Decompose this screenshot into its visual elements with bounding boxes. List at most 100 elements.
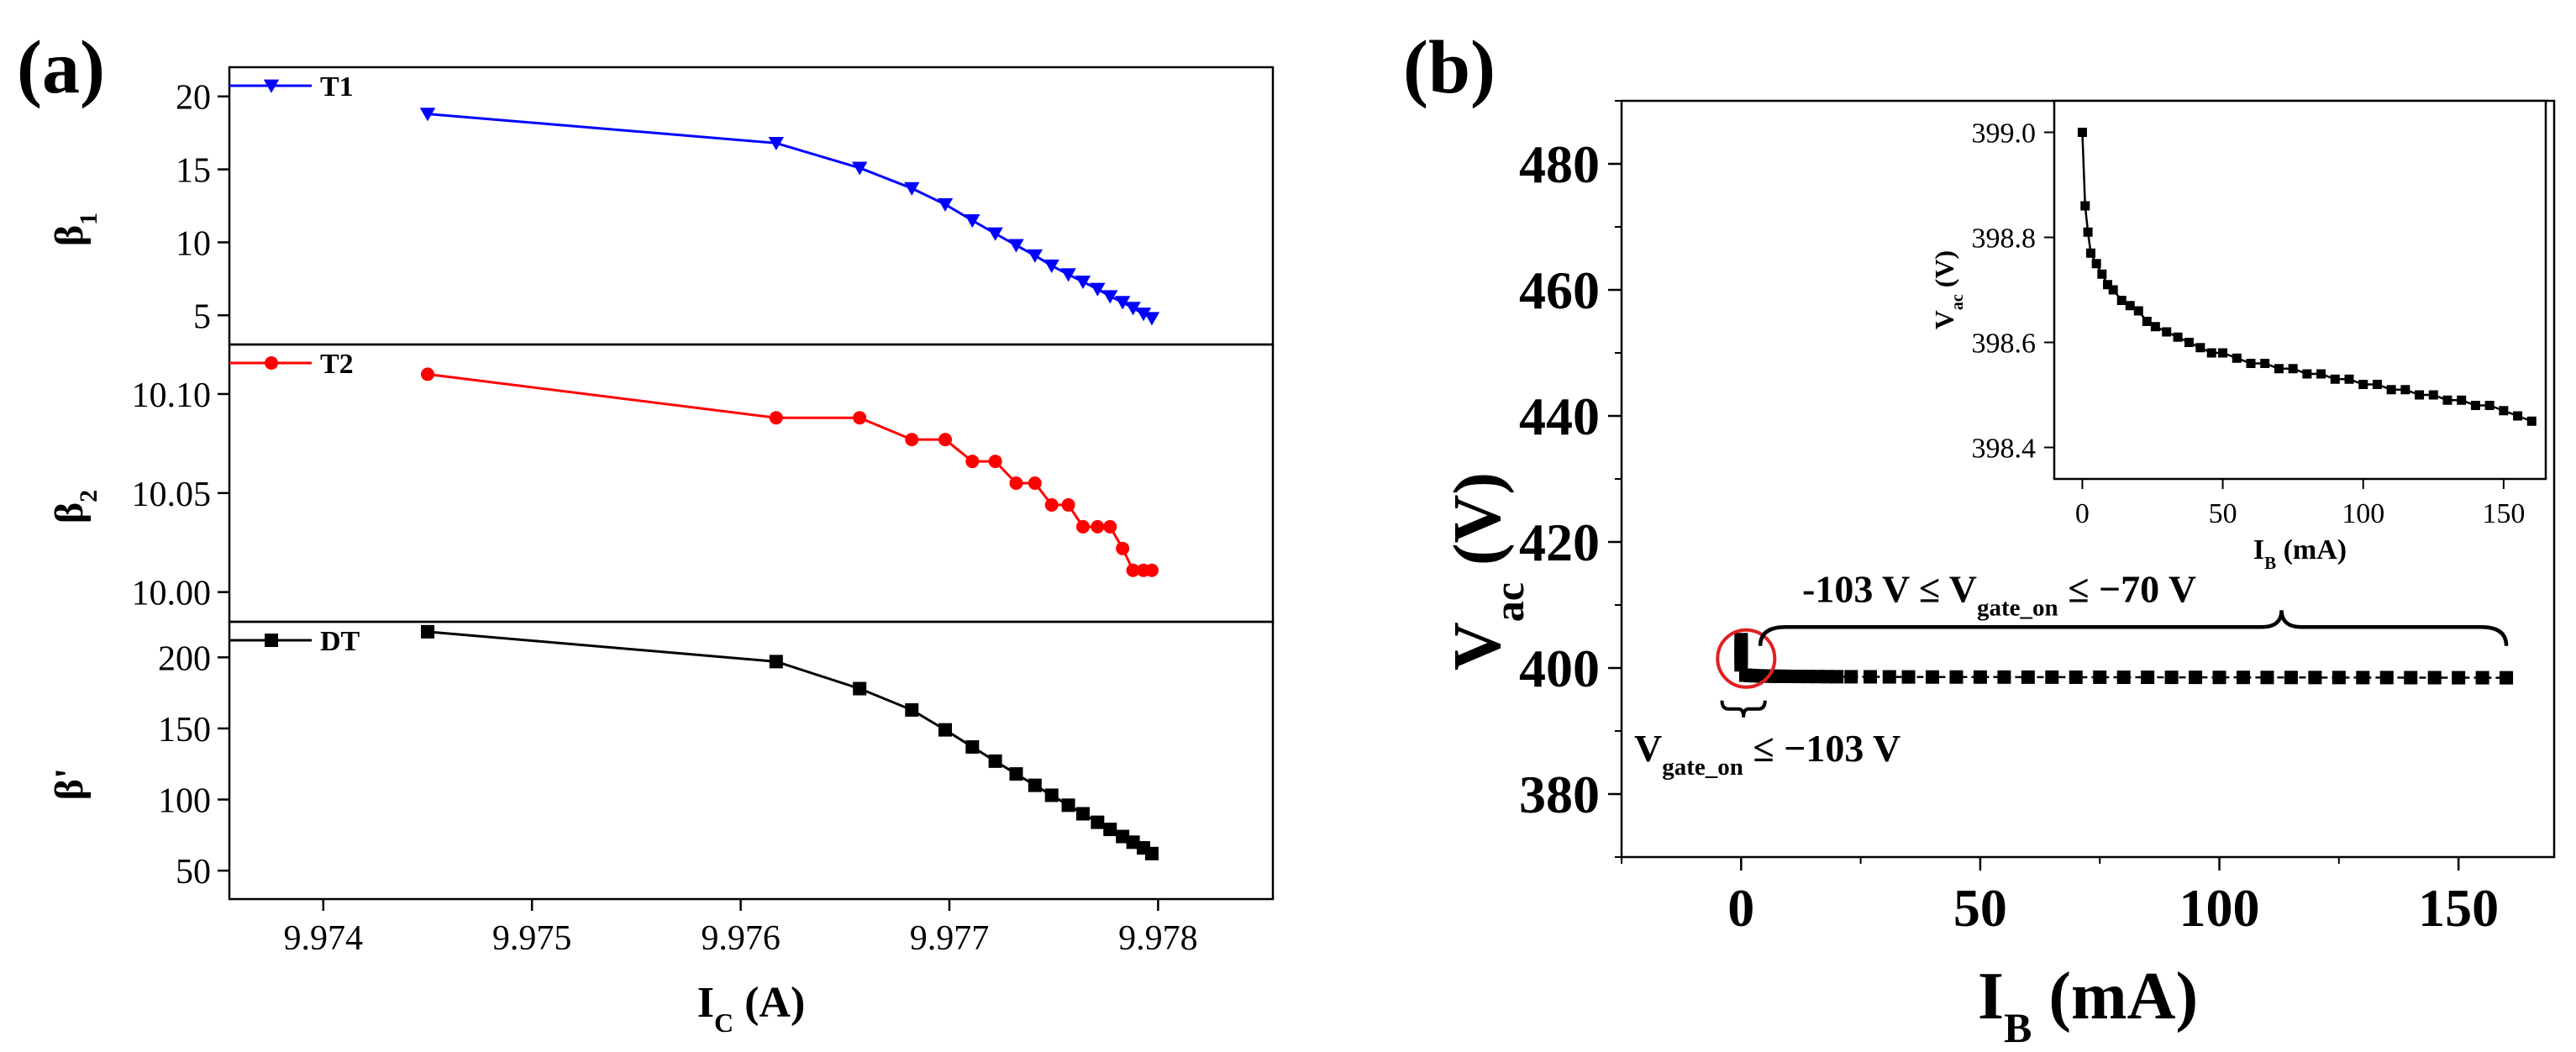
y-axis-label-T1: β1 <box>47 213 103 246</box>
inset-data-point <box>2246 359 2256 368</box>
data-point-T2 <box>1075 519 1090 534</box>
data-point-DT <box>1116 829 1130 844</box>
inset-y-axis-label: Vac (V) <box>1929 250 1967 329</box>
data-point-DT <box>420 624 434 639</box>
data-point-T1 <box>419 108 436 122</box>
data-point-b <box>1997 670 2011 684</box>
data-point-b <box>2045 670 2059 684</box>
data-point-b <box>1973 670 1987 684</box>
inset-data-point <box>2428 390 2438 400</box>
panel-b-inset-chart: 398.4 398.6 398.8 399.0 0 50 100 150 Vac (V) IB (… <box>1929 99 2547 573</box>
inset-y-tick-label: 398.4 <box>1972 434 2037 465</box>
upper-brace <box>1758 610 2509 646</box>
data-point-b <box>2237 671 2250 685</box>
inset-data-point <box>2195 343 2205 353</box>
data-point-DT <box>853 681 867 696</box>
inset-data-point <box>2173 332 2183 342</box>
inset-frame <box>2053 99 2547 481</box>
data-point-DT <box>769 655 783 669</box>
x-tick-label: 9.977 <box>910 919 990 958</box>
y-tick-label-b: 420 <box>1519 513 1600 572</box>
x-tick-label: 9.975 <box>492 919 572 958</box>
y-tick-label-b: 480 <box>1519 134 1600 194</box>
data-point-DT <box>1009 767 1023 781</box>
data-point-b <box>2500 671 2514 685</box>
data-point-b <box>2379 671 2394 685</box>
inset-data-point <box>2470 401 2480 410</box>
data-point-b <box>1949 670 1964 684</box>
inset-data-point <box>2103 280 2113 290</box>
inset-y-tick-label: 399.0 <box>1972 118 2037 150</box>
inset-y-tick-label: 398.8 <box>1972 224 2037 255</box>
data-point-b <box>2069 670 2083 684</box>
y-tick-label-b: 460 <box>1519 260 1600 320</box>
data-point-T2 <box>988 455 1002 469</box>
data-point-T2 <box>1116 541 1130 555</box>
inset-data-point <box>2372 380 2382 389</box>
inset-data-point <box>2108 285 2118 295</box>
data-point-T2 <box>1091 519 1105 534</box>
data-point-T2 <box>1044 497 1059 512</box>
lower-annotation: Vgate_on ≤ −103 V <box>1634 727 1900 781</box>
y-axis-label-b: Vac (V) <box>1441 472 1532 671</box>
inset-x-axis-label: IB (mA) <box>2253 534 2347 573</box>
data-point-b <box>1882 670 1896 684</box>
inset-y-tick-label: 398.6 <box>1972 329 2037 360</box>
data-point-T2 <box>1061 497 1075 512</box>
data-point-b <box>2260 671 2274 685</box>
y-tick-label-T1: 10 <box>176 224 211 263</box>
inset-data-point <box>2085 248 2095 258</box>
y-axis-label-T2: β2 <box>47 490 103 523</box>
series-line-DT <box>427 630 1153 855</box>
legend-label-T2: T2 <box>320 349 354 380</box>
data-point-DT <box>988 754 1002 768</box>
data-point-DT <box>1103 823 1117 837</box>
inset-data-point <box>2513 411 2523 421</box>
inset-x-tick-label: 0 <box>2075 498 2090 529</box>
y-tick-label-T2: 10.05 <box>132 476 212 514</box>
inset-data-point <box>2457 395 2467 405</box>
data-point-DT <box>905 702 919 717</box>
inset-data-point <box>2184 338 2194 347</box>
subplot-frame-DT <box>228 620 1275 901</box>
inset-data-point <box>2260 359 2270 368</box>
data-point-T2 <box>769 411 783 425</box>
x-axis-label: IC (A) <box>697 979 806 1038</box>
data-point-b <box>1830 670 1844 684</box>
inset-x-tick-label: 150 <box>2482 498 2525 529</box>
inset-data-point <box>2484 401 2495 410</box>
data-point-b <box>2116 671 2131 685</box>
legend-marker-T1 <box>263 79 280 93</box>
inset-x-tick-label: 50 <box>2209 498 2237 529</box>
inset-data-point <box>2316 369 2326 379</box>
y-tick-label-T1: 5 <box>193 297 211 336</box>
panel-a-chart: 5 10 15 20 β1 T1 10.00 10.05 10.10 β2 T2 50 100 150 20… <box>47 66 1275 1038</box>
inset-data-point <box>2091 259 2101 269</box>
y-tick-label-b: 380 <box>1519 765 1600 824</box>
data-point-T2 <box>1009 476 1023 490</box>
legend-label-T1: T1 <box>320 71 354 103</box>
inset-data-point <box>2442 395 2452 405</box>
inset-data-point <box>2218 348 2228 358</box>
inset-data-point <box>2125 301 2135 311</box>
data-point-b <box>1864 670 1877 684</box>
data-point-T2 <box>1144 563 1159 577</box>
data-point-T2 <box>1028 476 1042 490</box>
y-tick-label-DT: 100 <box>158 782 211 821</box>
data-point-T1 <box>1125 302 1141 316</box>
data-point-b <box>2475 671 2489 685</box>
data-point-DT <box>1126 835 1140 849</box>
inset-data-point <box>2344 374 2354 384</box>
data-point-T1 <box>1027 249 1044 263</box>
data-point-b <box>1901 670 1916 684</box>
data-point-T1 <box>851 161 868 176</box>
y-axis-label-DT: β' <box>47 768 92 801</box>
data-point-b <box>1734 658 1748 672</box>
y-tick-label-b: 440 <box>1519 387 1600 446</box>
inset-data-point <box>2133 306 2143 316</box>
y-tick-label-T2: 10.00 <box>132 575 212 613</box>
data-point-T2 <box>853 411 867 425</box>
upper-annotation: -103 V ≤ Vgate_on ≤ −70 V <box>1802 567 2196 621</box>
x-axis-label-b: IB (mA) <box>1978 960 2198 1051</box>
